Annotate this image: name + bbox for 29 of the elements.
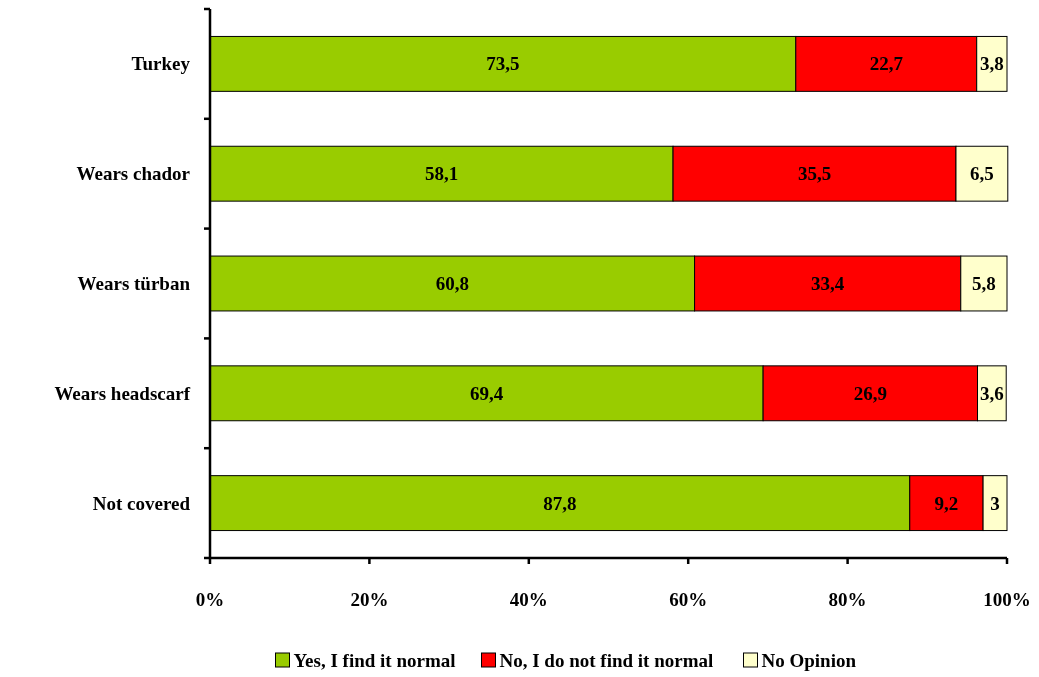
- data-label: 22,7: [869, 53, 904, 75]
- data-label: 69,4: [469, 382, 504, 404]
- y-tick-label: Wears headscarf: [54, 382, 191, 404]
- x-tick-label: 0%: [195, 588, 225, 610]
- x-tick-label: 40%: [509, 588, 548, 610]
- legend-label: No, I do not find it normal: [499, 649, 714, 671]
- data-label: 60,8: [435, 273, 469, 294]
- data-label: 3: [990, 492, 1000, 514]
- x-tick-label: 20%: [350, 588, 389, 610]
- legend-label: Yes, I find it normal: [293, 649, 456, 671]
- data-label: 3,6: [979, 382, 1004, 404]
- y-tick-label: Turkey: [131, 53, 191, 75]
- data-label: 35,5: [797, 163, 832, 185]
- data-label: 3,8: [979, 53, 1004, 75]
- data-label: 58,1: [424, 163, 459, 185]
- x-tick-label: 80%: [828, 588, 867, 610]
- data-label: 33,4: [811, 273, 845, 294]
- x-tick-label: 60%: [669, 588, 708, 610]
- x-tick-label: 100%: [983, 588, 1031, 610]
- data-label: 6,5: [970, 163, 994, 185]
- legend-label: No Opinion: [761, 649, 857, 671]
- y-tick-label: Wears chador: [76, 163, 191, 185]
- data-label: 9,2: [934, 492, 959, 514]
- data-label: 73,5: [486, 53, 520, 75]
- data-label: 5,8: [972, 273, 996, 294]
- y-tick-label: Not covered: [92, 492, 191, 514]
- data-label: 87,8: [543, 492, 577, 514]
- y-tick-label: Wears türban: [77, 273, 191, 294]
- data-label: 26,9: [853, 382, 887, 404]
